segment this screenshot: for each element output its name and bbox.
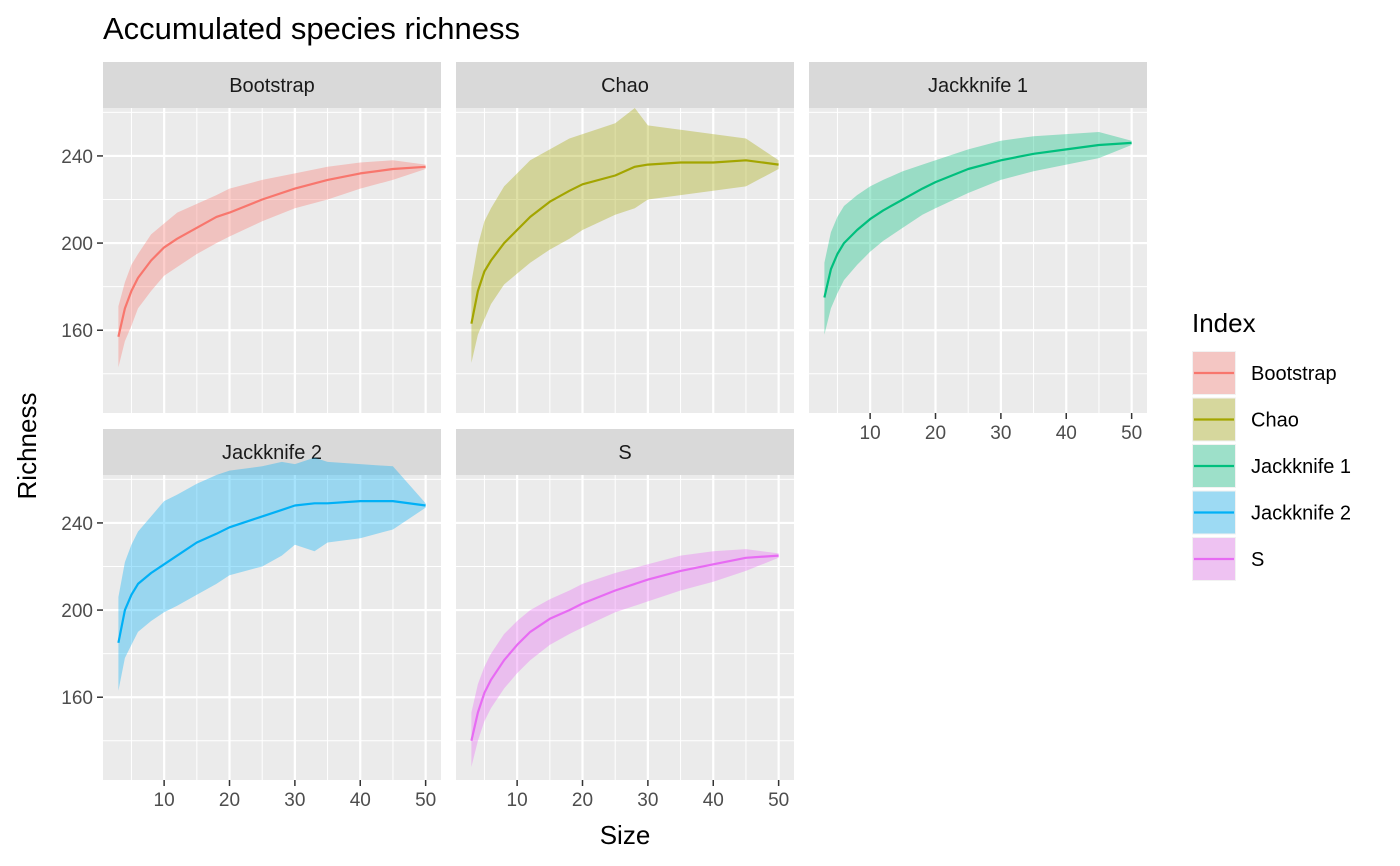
legend-label-chao: Chao (1251, 410, 1299, 432)
x-tick-label: 40 (1056, 423, 1077, 444)
panel-chao: Chao (456, 62, 794, 413)
mean-line-jackknife-1 (823, 141, 1132, 298)
panel-background (456, 108, 794, 413)
panel-background (103, 108, 441, 413)
strip-bootstrap (103, 62, 441, 108)
strip-label-bootstrap: Bootstrap (229, 75, 315, 97)
legend-label-bootstrap: Bootstrap (1251, 363, 1337, 385)
mean-line-chao (470, 159, 779, 324)
panel-bootstrap: Bootstrap 160 200 240 (61, 62, 441, 413)
mean-line-bootstrap (117, 165, 426, 338)
panel-background (809, 108, 1147, 413)
x-tick-label: 30 (637, 790, 658, 811)
panel-background (103, 475, 441, 780)
x-tick-label: 40 (350, 790, 371, 811)
y-tick-label: 160 (61, 688, 93, 709)
legend-item-jackknife-2: Jackknife 2 (1192, 490, 1351, 535)
facet-panels: Bootstrap 160 200 240 Chao Jackknife 1 10 20 30 4… (61, 62, 1147, 811)
x-tick-label: 50 (768, 790, 789, 811)
strip-label-jackknife-2: Jackknife 2 (222, 442, 322, 464)
y-tick-label: 160 (61, 321, 93, 342)
strip-s (456, 429, 794, 475)
legend-item-bootstrap: Bootstrap (1192, 351, 1337, 395)
legend-label-jackknife-2: Jackknife 2 (1251, 503, 1351, 525)
strip-jackknife-2 (103, 429, 441, 475)
x-tick-label: 20 (925, 423, 946, 444)
legend-label-jackknife-1: Jackknife 1 (1251, 456, 1351, 478)
mean-line-jackknife-2 (117, 500, 426, 644)
x-tick-label: 20 (572, 790, 593, 811)
x-tick-label: 50 (415, 790, 436, 811)
ribbon-jackknife-2 (118, 457, 426, 691)
x-tick-label: 10 (507, 790, 528, 811)
x-tick-label: 50 (1121, 423, 1142, 444)
legend-item-jackknife-1: Jackknife 1 (1192, 444, 1351, 488)
strip-jackknife-1 (809, 62, 1147, 108)
panel-background (456, 475, 794, 780)
ribbon-jackknife-1 (824, 132, 1132, 335)
legend-label-s: S (1251, 549, 1264, 571)
x-axis-title: Size (600, 820, 651, 850)
y-tick-label: 200 (61, 601, 93, 622)
panel-jackknife-1: Jackknife 1 10 20 30 40 50 (809, 62, 1147, 444)
strip-label-jackknife-1: Jackknife 1 (928, 75, 1028, 97)
legend-items: Bootstrap Chao Jackknife 1 Jackknife 2 S (1192, 351, 1351, 581)
strip-label-chao: Chao (601, 75, 649, 97)
strip-chao (456, 62, 794, 108)
panel-jackknife-2: Jackknife 2 160 200 240 10 20 30 40 50 (61, 429, 441, 811)
y-tick-label: 240 (61, 514, 93, 535)
ribbon-chao (471, 108, 779, 363)
x-tick-label: 30 (990, 423, 1011, 444)
chart-title: Accumulated species richness (103, 11, 520, 46)
panel-s: S 10 20 30 40 50 (456, 429, 794, 811)
x-tick-label: 40 (703, 790, 724, 811)
legend-item-s: S (1192, 537, 1264, 581)
mean-line-s (470, 554, 779, 742)
ribbon-s (471, 549, 779, 767)
strip-label-s: S (618, 442, 631, 464)
x-tick-label: 10 (860, 423, 881, 444)
x-tick-label: 10 (154, 790, 175, 811)
x-tick-label: 20 (219, 790, 240, 811)
y-tick-label: 240 (61, 147, 93, 168)
y-tick-label: 200 (61, 234, 93, 255)
x-tick-label: 30 (284, 790, 305, 811)
y-axis-title: Richness (12, 393, 42, 500)
legend: Index Bootstrap Chao Jackknife 1 Jackknife … (1192, 308, 1351, 581)
legend-item-chao: Chao (1192, 397, 1299, 442)
legend-title: Index (1192, 308, 1256, 338)
ribbon-bootstrap (118, 160, 426, 368)
